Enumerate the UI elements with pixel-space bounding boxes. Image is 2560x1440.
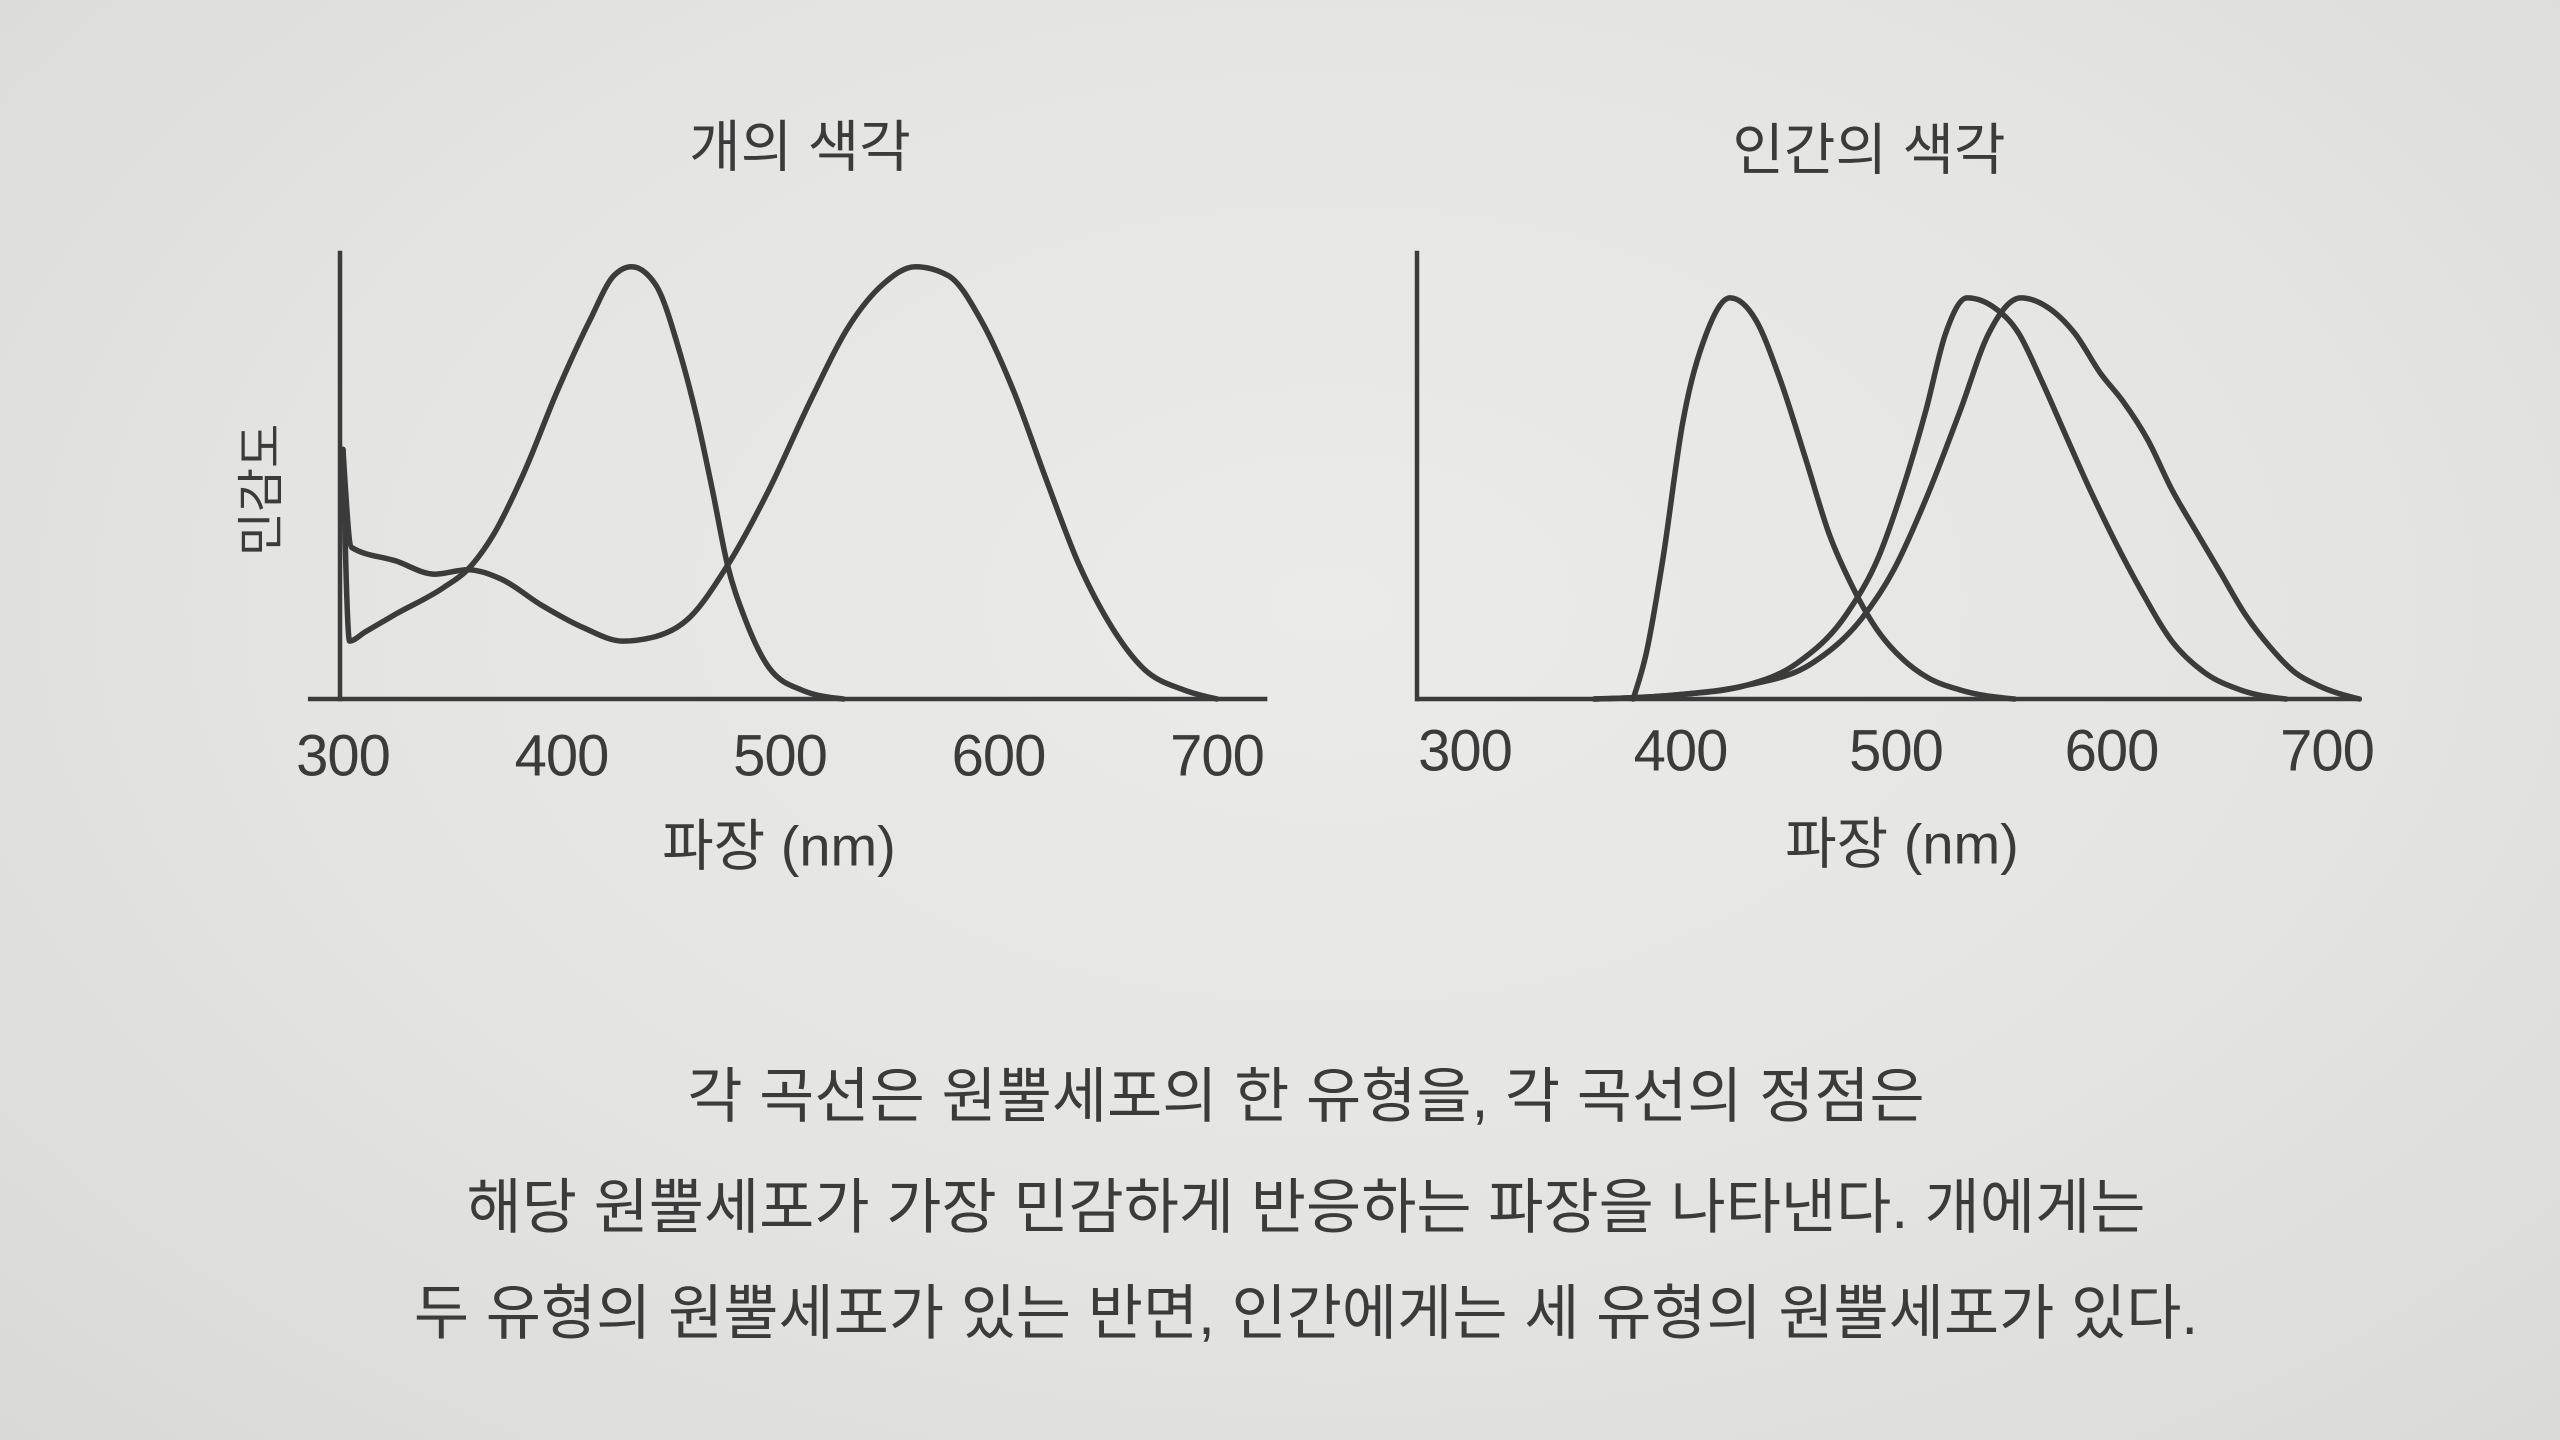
series-lines [1591, 295, 2363, 702]
x-tick-label-400: 400 [515, 724, 609, 789]
human-color-vision-chart: 인간의 색각 300 400 500 600 700 파장 (nm) [1414, 119, 2375, 876]
chart-2-series-1-line [1630, 295, 2018, 702]
axes [307, 250, 1268, 702]
x-tick-label-500: 500 [733, 724, 827, 789]
chart-1-series-2-line [340, 263, 1220, 702]
x-axis-label: 파장 (nm) [1785, 813, 2019, 876]
chart-title: 개의 색각 [689, 116, 911, 179]
chart-1-series-1-line [340, 263, 847, 702]
x-tick-label-700: 700 [1170, 724, 1264, 789]
caption-line: 두 유형의 원뿔세포가 있는 반면, 인간에게는 세 유형의 원뿔세포가 있다. [413, 1280, 2199, 1347]
caption-line: 해당 원뿔세포가 가장 민감하게 반응하는 파장을 나타낸다. 개에게는 [466, 1174, 2146, 1241]
x-tick-labels: 300 400 500 600 700 [296, 724, 1265, 789]
chart-title: 인간의 색각 [1732, 119, 2005, 182]
x-tick-labels: 300 400 500 600 700 [1418, 719, 2375, 784]
x-tick-label-600: 600 [952, 724, 1046, 789]
x-tick-label-400: 400 [1634, 719, 1728, 784]
x-tick-label-700: 700 [2280, 719, 2374, 784]
axes [1414, 250, 2362, 702]
chart-2-series-3-line [1591, 295, 2363, 702]
caption-line: 각 곡선은 원뿔세포의 한 유형을, 각 곡선의 정점은 [687, 1063, 1925, 1130]
chart-2-series-2-line [1591, 295, 2289, 702]
x-tick-label-300: 300 [296, 724, 390, 789]
x-tick-label-600: 600 [2065, 719, 2159, 784]
x-tick-label-300: 300 [1418, 719, 1512, 784]
series-lines [340, 263, 1220, 702]
dog-color-vision-chart: 개의 색각 민감도 300 400 500 600 700 파장 (nm) [236, 116, 1268, 878]
y-axis-label: 민감도 [236, 424, 289, 556]
x-axis-label: 파장 (nm) [662, 815, 896, 878]
x-tick-label-500: 500 [1849, 719, 1943, 784]
